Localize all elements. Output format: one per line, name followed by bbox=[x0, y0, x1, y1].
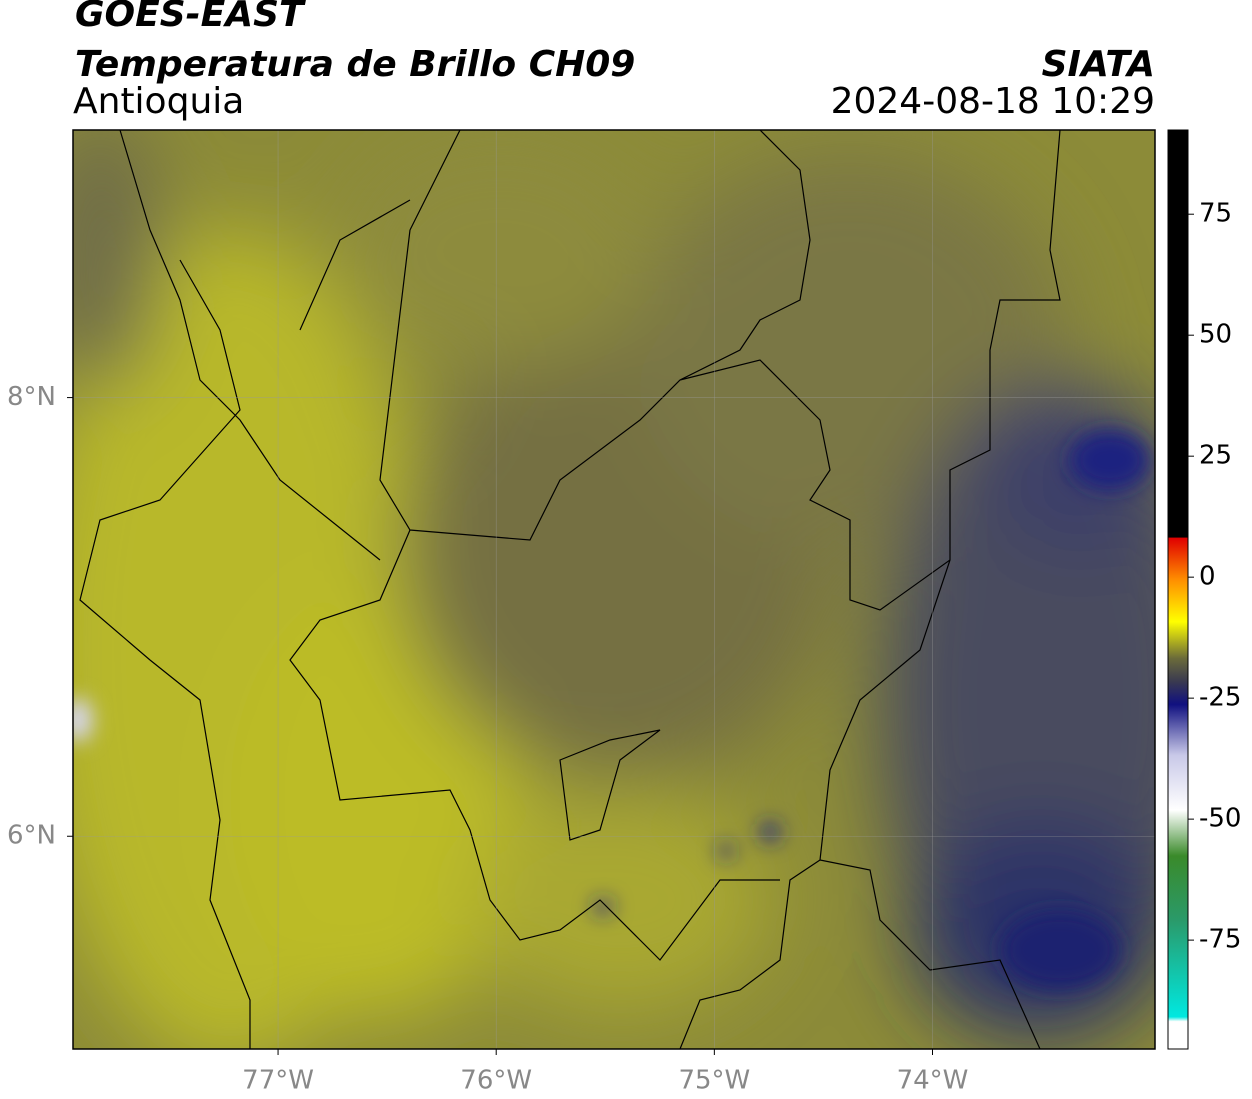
colorbar-tick-label: 50 bbox=[1199, 320, 1232, 350]
subtitle: Temperatura de Brillo CH09 bbox=[75, 44, 635, 85]
colorbar-tick-label: 25 bbox=[1199, 441, 1232, 471]
colorbar-tick-label: 75 bbox=[1199, 199, 1232, 229]
datetime: 2024-08-18 10:29 bbox=[831, 81, 1155, 122]
colorbar-tick-label: -50 bbox=[1199, 804, 1241, 834]
x-tick-label: 74°W bbox=[897, 1066, 969, 1096]
colorbar-tick-label: -75 bbox=[1199, 925, 1241, 955]
grid bbox=[73, 130, 1155, 1049]
colorbar-tick-label: -25 bbox=[1199, 683, 1241, 713]
colorbar-frame bbox=[1167, 129, 1189, 1050]
y-tick-label: 8°N bbox=[7, 382, 56, 412]
title: GOES-EAST bbox=[75, 0, 306, 35]
source: SIATA bbox=[1042, 44, 1155, 85]
map-image bbox=[73, 130, 1155, 1049]
y-tick-label: 6°N bbox=[7, 821, 56, 851]
x-tick-label: 76°W bbox=[460, 1066, 532, 1096]
x-tick-label: 77°W bbox=[242, 1066, 314, 1096]
colorbar bbox=[1168, 130, 1188, 1049]
region: Antioquia bbox=[73, 81, 244, 122]
map-frame bbox=[72, 129, 1156, 1050]
x-tick-label: 75°W bbox=[678, 1066, 750, 1096]
colorbar-tick-label: 0 bbox=[1199, 562, 1216, 592]
